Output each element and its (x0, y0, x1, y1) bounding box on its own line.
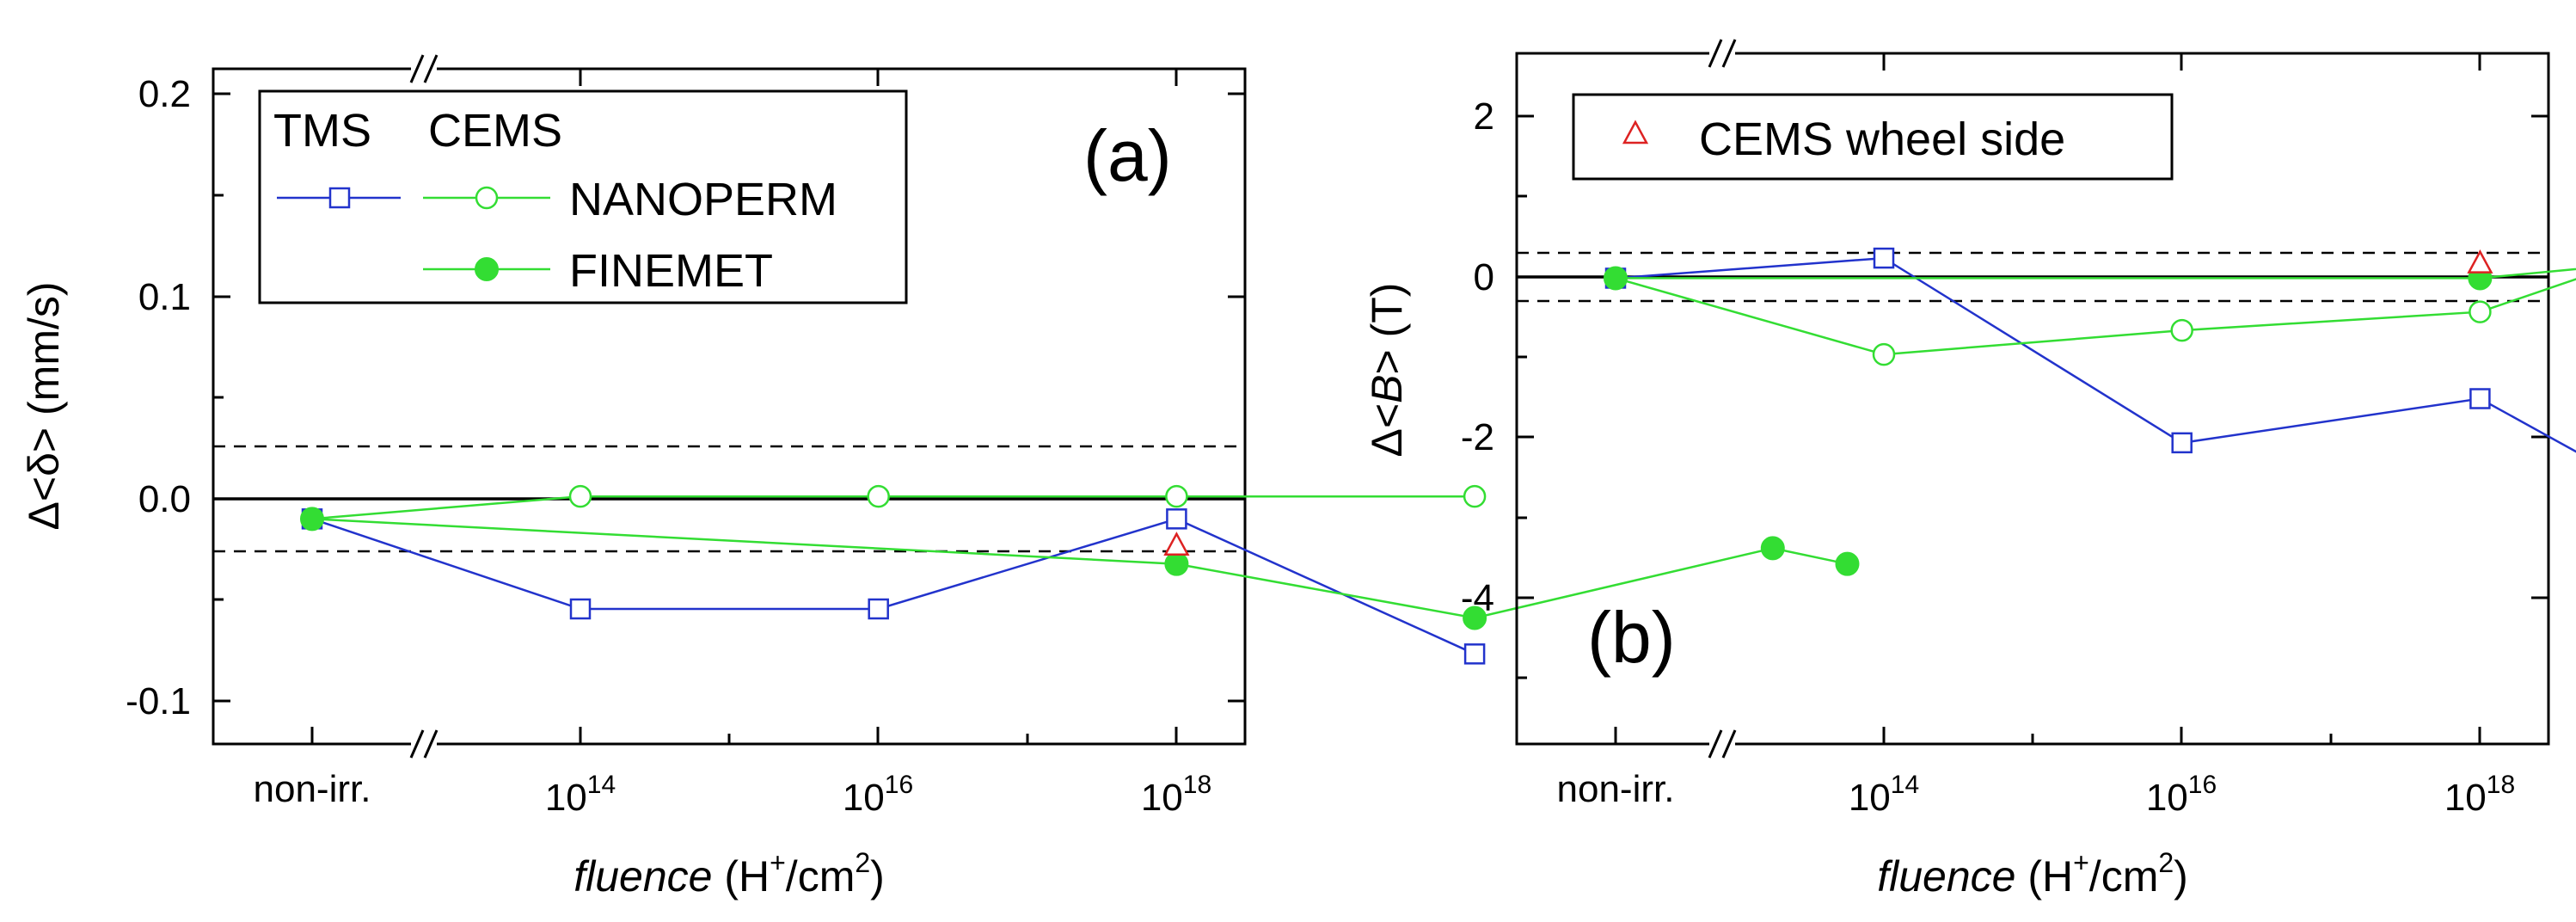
y-tick-label: 0 (1474, 256, 1494, 298)
y-tick-label: 2 (1474, 95, 1494, 138)
series-line-nanoperm-cems (1615, 277, 2576, 356)
data-point-nanoperm-cems (2469, 300, 2492, 323)
legend-header-tms: TMS (273, 105, 371, 157)
series-line-nanoperm-tms (1615, 256, 2576, 453)
data-point-cems-wheel-side (1163, 532, 1190, 556)
y-tick-label: -2 (1461, 416, 1494, 458)
legend-swatch-nanoperm-tms (277, 187, 401, 209)
data-point-nanoperm-cems (2170, 318, 2193, 342)
y-axis-title: Δ<B> (T) (1363, 283, 1411, 458)
legend: CEMS wheel side (1572, 93, 2174, 181)
y-axis: -4 -2 0 2 (1461, 95, 2548, 679)
x-axis: non-irr. 1014 1016 1018 (1557, 53, 2515, 819)
y-axis-title: Δ<δ> (mm/s) (20, 281, 68, 530)
x-tick-label: 1018 (1141, 771, 1211, 819)
panel-label: (a) (1083, 115, 1172, 196)
x-axis-title: fluence (H+/cm2) (573, 847, 885, 900)
data-point-nanoperm-tms (1166, 508, 1187, 530)
panel-a: -0.1 0.0 0.1 0.2 non-irr. 1014 1016 1018… (20, 54, 1860, 900)
data-point-finemet-cems (1835, 551, 1860, 576)
data-point-finemet-cems (300, 507, 324, 532)
data-point-nanoperm-cems (1872, 342, 1896, 366)
legend-label-wheel-side: CEMS wheel side (1699, 114, 2065, 165)
legend-label-finemet: FINEMET (569, 245, 773, 297)
data-point-nanoperm-cems (867, 484, 890, 508)
legend-label-nanoperm: NANOPERM (569, 174, 837, 225)
x-tick-label: 1014 (1849, 771, 1919, 819)
x-axis-title: fluence (H+/cm2) (1877, 847, 2188, 900)
data-series-group (1604, 247, 2576, 454)
axis-break-bottom (1708, 729, 1737, 759)
data-point-finemet-cems (1164, 551, 1189, 576)
x-tick-label: 1018 (2444, 771, 2515, 819)
x-tick-label: 1016 (843, 771, 913, 819)
x-axis: non-irr. 1014 1016 1018 (254, 69, 1211, 819)
data-point-nanoperm-cems (1165, 484, 1188, 508)
y-tick-label: 0.2 (138, 73, 191, 115)
x-tick-label-nonirr: non-irr. (254, 768, 371, 810)
x-tick-label: 1014 (545, 771, 616, 819)
data-point-nanoperm-tms (1873, 247, 1895, 269)
panel-b: -4 -2 0 2 non-irr. 1014 1016 1018 fluenc… (1363, 39, 2576, 900)
data-point-nanoperm-cems (568, 484, 592, 508)
axis-break-top (409, 54, 439, 83)
x-tick-label-nonirr: non-irr. (1557, 768, 1675, 810)
data-point-nanoperm-tms (868, 598, 889, 620)
data-point-nanoperm-tms (2171, 432, 2193, 454)
data-point-nanoperm-tms (2469, 388, 2491, 409)
legend-swatch-wheel-side (1622, 120, 1649, 144)
y-tick-label: 0.1 (138, 276, 191, 318)
data-point-nanoperm-cems (1463, 484, 1487, 508)
data-point-cems-wheel-side (2467, 249, 2493, 274)
legend-header-cems: CEMS (428, 105, 562, 157)
data-series-group (300, 484, 1860, 665)
data-point-nanoperm-tms (1463, 643, 1486, 665)
axis-break-bottom (409, 729, 439, 759)
y-tick-label: 0.0 (138, 478, 191, 520)
data-point-nanoperm-tms (569, 598, 592, 620)
axis-break-top (1708, 39, 1737, 68)
data-point-finemet-cems (1604, 266, 1628, 291)
data-point-finemet-cems (1463, 605, 1487, 630)
y-axis: -0.1 0.0 0.1 0.2 (126, 73, 1245, 722)
legend-swatch-finemet-cems (423, 257, 550, 281)
series-line-finemet-cems (1616, 267, 2576, 280)
legend-swatch-nanoperm-cems (423, 186, 550, 210)
panel-label: (b) (1587, 597, 1676, 678)
y-tick-label: -0.1 (126, 680, 191, 722)
data-point-finemet-cems (1760, 536, 1785, 561)
x-tick-label: 1016 (2146, 771, 2217, 819)
y-tick-label: -4 (1461, 577, 1494, 619)
legend: TMS CEMS NANOPERM FINEMET (258, 89, 908, 304)
